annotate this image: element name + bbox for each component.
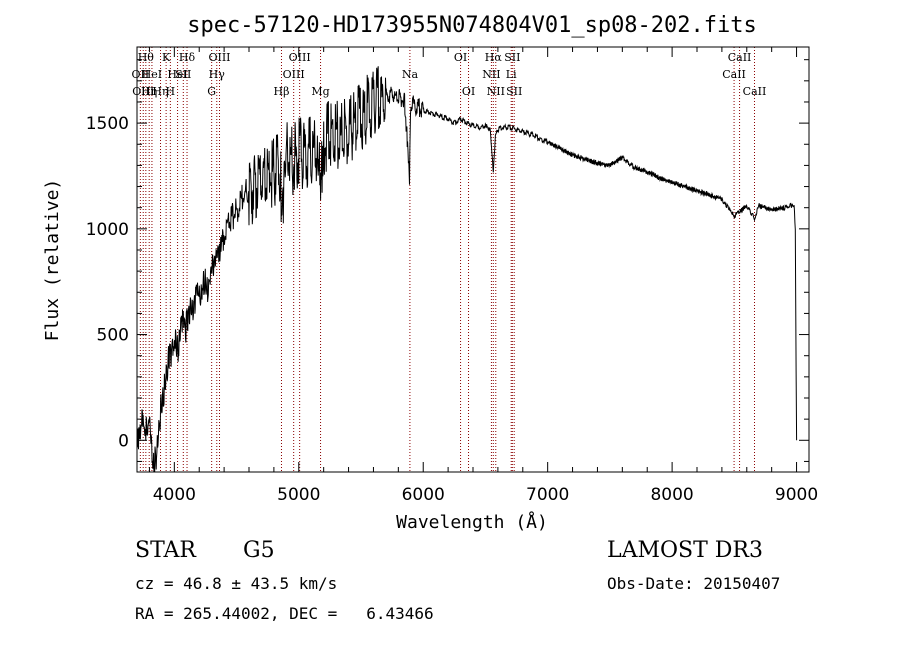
marker-label: Hδ [179, 51, 196, 64]
x-axis-ticks: 4000 5000 6000 7000 8000 9000 [148, 47, 818, 505]
spectral-line-labels: OIIOIIIHθHηHeIHηKHHeISIIHδGHγOIIIHβOIIIO… [132, 51, 767, 98]
marker-label: OIII [208, 51, 230, 64]
y-axis-label: Flux (relative) [42, 179, 63, 342]
marker-label: HeI [142, 68, 162, 81]
y-axis-ticks: 0 500 1000 1500 [86, 59, 809, 462]
marker-label: OII [132, 68, 150, 81]
observation-date: Obs-Date: 20150407 [607, 574, 781, 593]
marker-label: Hβ [274, 85, 290, 98]
x-tick-label: 7000 [526, 485, 569, 505]
marker-label: HeI [167, 68, 187, 81]
marker-label: SII [504, 51, 520, 64]
marker-label: Hθ [138, 51, 155, 64]
marker-label: Na [402, 68, 419, 81]
spectrum-line [136, 66, 798, 473]
marker-label: OI [454, 51, 467, 64]
survey-name: LAMOST DR3 [607, 538, 763, 563]
y-tick-label: 0 [118, 431, 129, 451]
x-tick-label: 5000 [277, 485, 320, 505]
chart-title: spec-57120-HD173955N074804V01_sp08-202.f… [187, 13, 757, 38]
marker-label: Hγ [209, 68, 226, 81]
marker-label: OIII [289, 51, 311, 64]
object-subclass: G5 [243, 538, 275, 563]
y-tick-label: 1500 [86, 114, 129, 134]
marker-label: Hη [141, 85, 157, 98]
marker-label: OIII [283, 68, 305, 81]
marker-label: OIII [132, 85, 154, 98]
x-tick-label: 4000 [153, 485, 196, 505]
marker-label: Hη [152, 85, 168, 98]
marker-label: SII [175, 68, 191, 81]
coordinates: RA = 265.44002, DEC = 6.43466 [135, 604, 434, 623]
y-tick-label: 500 [97, 326, 129, 346]
x-axis-label: Wavelength (Å) [396, 511, 548, 533]
redshift-value: cz = 46.8 ± 43.5 km/s [135, 574, 338, 593]
marker-label: Mg [311, 85, 329, 98]
object-class: STAR [135, 538, 196, 563]
marker-label: CaII [728, 51, 752, 64]
marker-label: Li [506, 68, 517, 81]
marker-label: SII [506, 85, 522, 98]
marker-label: Hα [485, 51, 503, 64]
plot-frame [136, 46, 810, 473]
marker-label: CaII [722, 68, 746, 81]
marker-label: G [207, 85, 216, 98]
x-tick-label: 9000 [775, 485, 818, 505]
x-tick-label: 6000 [402, 485, 445, 505]
marker-label: NII [482, 68, 500, 81]
marker-label: NII [487, 85, 505, 98]
marker-label: K [162, 51, 171, 64]
marker-label: H [166, 85, 176, 98]
spectral-line-markers [139, 47, 755, 472]
marker-label: CaII [743, 85, 767, 98]
x-tick-label: 8000 [650, 485, 693, 505]
marker-label: OI [462, 85, 475, 98]
y-tick-label: 1000 [86, 220, 129, 240]
